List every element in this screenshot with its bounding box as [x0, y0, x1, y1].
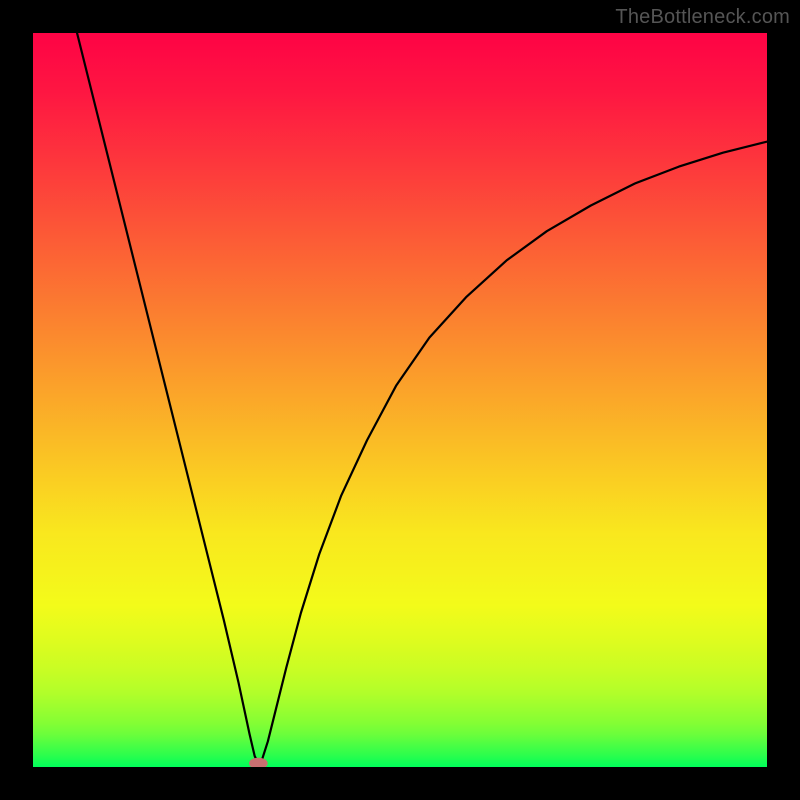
gradient-background — [33, 33, 767, 767]
chart-svg — [33, 33, 767, 767]
plot-area — [33, 33, 767, 767]
watermark-text: TheBottleneck.com — [615, 6, 790, 29]
chart-frame: TheBottleneck.com — [0, 0, 800, 800]
minimum-marker — [250, 758, 268, 767]
